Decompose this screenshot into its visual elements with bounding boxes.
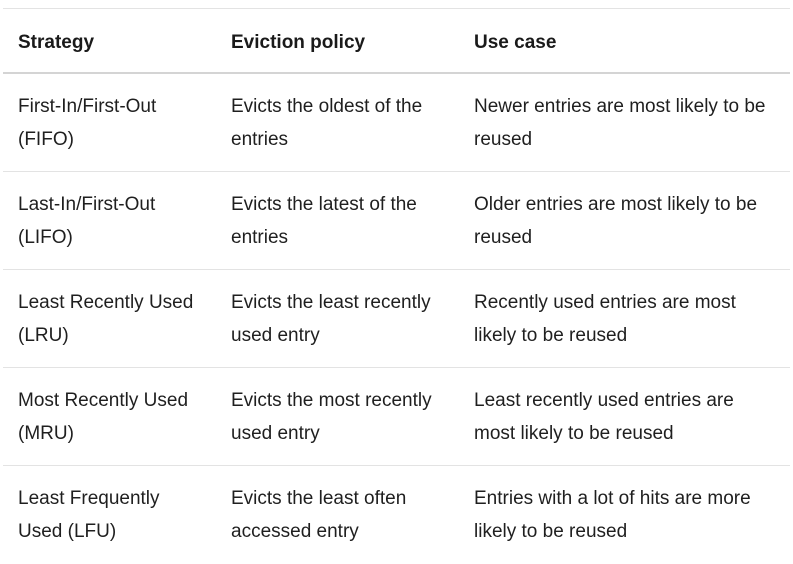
table-row: Least Recently Used (LRU) Evicts the lea… [3, 269, 790, 368]
cell-use-case: Least recently used entries are most lik… [459, 367, 790, 466]
header-row: Strategy Eviction policy Use case [3, 9, 790, 74]
header-use-case: Use case [459, 9, 790, 74]
header-eviction-policy: Eviction policy [216, 9, 459, 74]
cell-use-case: Entries with a lot of hits are more like… [474, 487, 751, 542]
header-strategy: Strategy [3, 9, 216, 74]
cell-use-case: Newer entries are most likely to be reus… [459, 73, 790, 172]
cell-eviction-policy: Evicts the oldest of the entries [216, 73, 459, 172]
cell-eviction-policy: Evicts the least often accessed entry [231, 487, 407, 542]
cell-strategy: Most Recently Used (MRU) [3, 367, 216, 466]
cell-strategy: Least Recently Used (LRU) [3, 269, 216, 368]
table-body: First-In/First-Out (FIFO) Evicts the old… [3, 73, 790, 555]
cell-eviction-policy: Evicts the latest of the entries [216, 171, 459, 270]
table-row: Last-In/First-Out (LIFO) Evicts the late… [3, 171, 790, 270]
table-row: Most Recently Used (MRU) Evicts the most… [3, 367, 790, 466]
cell-strategy: Least Frequently Used (LFU) [18, 487, 160, 542]
cache-strategies-table: Strategy Eviction policy Use case First-… [3, 9, 790, 555]
cell-strategy: First-In/First-Out (FIFO) [3, 73, 216, 172]
cell-use-case: Recently used entries are most likely to… [459, 269, 790, 368]
cache-strategies-table-container: Strategy Eviction policy Use case First-… [3, 8, 790, 555]
cell-use-case: Older entries are most likely to be reus… [459, 171, 790, 270]
cell-eviction-policy: Evicts the most recently used entry [216, 367, 459, 466]
table-row: First-In/First-Out (FIFO) Evicts the old… [3, 73, 790, 172]
cell-strategy: Last-In/First-Out (LIFO) [3, 171, 216, 270]
table-header: Strategy Eviction policy Use case [3, 9, 790, 74]
table-row: Least Frequently Used (LFU) Evicts the l… [3, 465, 790, 555]
cell-eviction-policy: Evicts the least recently used entry [216, 269, 459, 368]
